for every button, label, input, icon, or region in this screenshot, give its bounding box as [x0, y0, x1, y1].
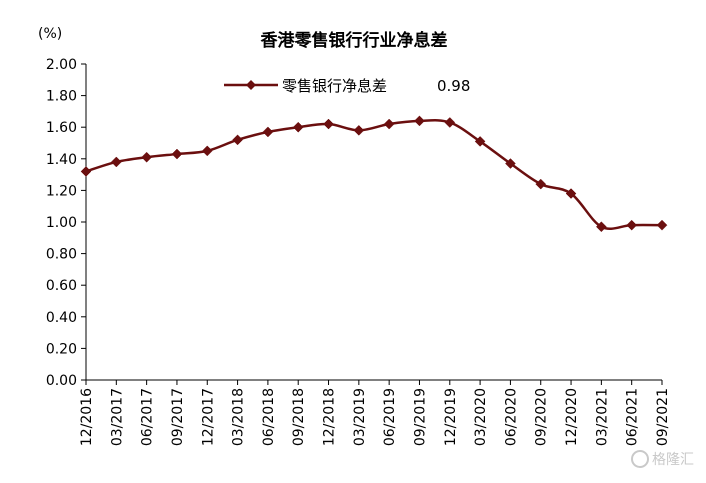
data-point-marker	[565, 188, 577, 199]
y-tick-label: 0.00	[46, 373, 77, 389]
series-line	[85, 119, 663, 231]
y-tick-label: 1.20	[46, 183, 77, 199]
data-point-marker	[535, 178, 547, 190]
chart-title: 香港零售银行行业净息差	[261, 30, 448, 51]
x-tick-label: 12/2018	[322, 388, 338, 446]
data-point-marker	[110, 156, 122, 168]
data-point-marker	[626, 219, 638, 231]
y-tick-label: 1.80	[46, 89, 77, 105]
data-point-marker	[80, 166, 92, 177]
data-point-marker	[444, 117, 456, 128]
y-tick-label: 1.60	[46, 120, 77, 136]
y-unit-label: (%)	[38, 26, 62, 42]
data-point-marker	[141, 151, 152, 163]
watermark-text: 格隆汇	[652, 452, 694, 468]
x-tick-label: 09/2020	[534, 388, 550, 446]
watermark-logo-icon	[631, 450, 649, 468]
y-tick-label: 0.40	[46, 310, 77, 326]
x-tick-label: 12/2016	[79, 388, 95, 446]
data-point-marker	[474, 136, 486, 147]
y-tick-label: 2.00	[46, 57, 77, 73]
x-tick-label: 03/2021	[594, 388, 610, 446]
y-tick-label: 1.40	[46, 152, 77, 168]
data-point-marker	[262, 126, 274, 138]
data-point-marker	[505, 158, 516, 169]
legend-marker-swatch	[246, 80, 256, 90]
x-tick-label: 06/2019	[382, 388, 398, 446]
x-tick-label: 06/2018	[261, 388, 277, 446]
data-point-marker	[292, 121, 304, 133]
y-axis: 0.00 0.20 0.40 0.60 0.80 1.00 1.20 1.40 1.60 1.80…	[46, 57, 87, 389]
data-point-marker	[171, 148, 183, 160]
x-tick-label: 09/2017	[170, 388, 186, 446]
data-point-marker	[232, 134, 243, 146]
data-point-marker	[353, 125, 365, 136]
x-tick-label: 09/2018	[291, 388, 307, 446]
x-tick-label: 12/2020	[564, 388, 580, 446]
y-tick-label: 0.80	[46, 247, 77, 263]
x-tick-label: 12/2019	[443, 388, 459, 446]
y-tick-label: 0.20	[46, 341, 77, 357]
data-point-marker	[414, 115, 425, 127]
legend-entry-label: 零售银行净息差	[282, 77, 387, 95]
data-point-marker	[596, 221, 607, 233]
x-tick-label: 09/2019	[412, 388, 428, 446]
watermark: 格隆汇	[631, 450, 694, 468]
x-tick-label: 03/2018	[231, 388, 247, 446]
x-tick-label: 12/2017	[200, 388, 216, 446]
legend-latest-value: 0.98	[437, 77, 470, 95]
legend: 零售银行净息差 0.98	[224, 77, 470, 95]
data-point-marker	[383, 118, 395, 130]
x-axis: 12/2016 03/2017 06/2017 09/2017 12/2017 03/20…	[79, 379, 671, 446]
y-tick-label: 1.00	[46, 215, 77, 231]
x-tick-label: 06/2021	[625, 388, 641, 446]
x-tick-label: 03/2020	[473, 388, 489, 446]
data-point-marker	[323, 118, 334, 130]
x-tick-label: 06/2017	[140, 388, 156, 446]
series-group	[80, 115, 668, 233]
x-tick-label: 03/2019	[352, 388, 368, 446]
data-point-marker	[201, 145, 213, 157]
x-tick-label: 06/2020	[503, 388, 519, 446]
y-tick-label: 0.60	[46, 278, 77, 294]
x-tick-label: 03/2017	[109, 388, 125, 446]
data-point-marker	[656, 219, 668, 231]
x-tick-label: 09/2021	[655, 388, 671, 446]
